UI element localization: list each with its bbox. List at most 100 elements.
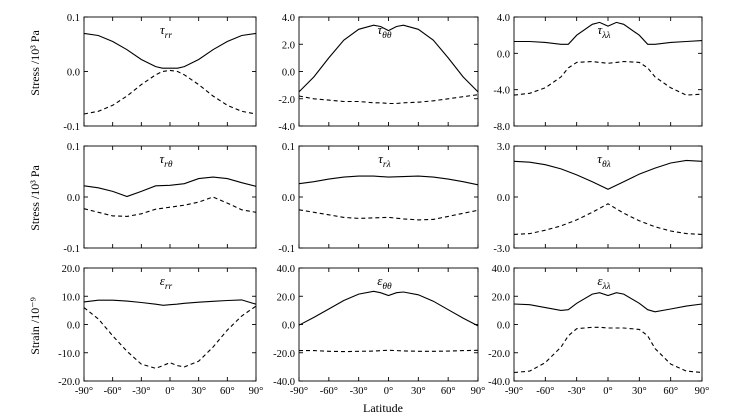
y-tick-label: -20.0	[488, 349, 510, 360]
y-tick-label: 0.0	[282, 68, 295, 79]
panel-title: εrr	[160, 273, 173, 292]
series-dashed-line	[513, 326, 703, 374]
y-tick-label: 0.1	[67, 13, 80, 24]
x-tick-label: 90°	[471, 386, 486, 397]
y-tick-label: -40.0	[488, 377, 510, 388]
panel-title-subscript: rθ	[164, 160, 173, 170]
y-tick-label: 0.0	[67, 321, 80, 332]
x-axis-label: Latitude	[363, 401, 403, 415]
panel-title-symbol: ε	[597, 273, 603, 288]
panel-title-subscript: λλ	[601, 31, 610, 41]
panel-title-subscript: rλ	[383, 160, 391, 170]
y-tick-label: 40.0	[277, 264, 295, 275]
panel-tau-ll: 4.0 0.0 -4.0 -8.0 τλλ	[493, 13, 703, 133]
y-tick-label: 0.0	[67, 68, 80, 79]
series-dashed-line	[83, 196, 257, 217]
y-tick-label: 20.0	[62, 264, 80, 275]
y-tick-label: -3.0	[493, 244, 510, 255]
x-tick-label: 0°	[603, 386, 612, 397]
y-tick-label: 0.0	[497, 49, 510, 60]
panel-title-subscript: rr	[165, 31, 173, 41]
panel-title-subscript: θθ	[382, 31, 392, 41]
y-tick-label: 4.0	[282, 13, 295, 24]
y-tick-label: -0.1	[63, 244, 80, 255]
series-solid-line	[513, 292, 703, 313]
series-dashed-line	[83, 69, 257, 115]
row-ylabel-2: Stress /10³ Pa	[28, 165, 42, 231]
series-dashed-line	[299, 349, 479, 353]
y-tick-label: 2.0	[282, 40, 295, 51]
series-solid-line	[83, 32, 257, 69]
series-dashed-line	[513, 60, 703, 96]
y-tick-label: 0.0	[282, 193, 295, 204]
x-tick-label: -60°	[104, 386, 122, 397]
y-tick-label: 20.0	[492, 292, 510, 303]
x-tick-label: 30°	[191, 386, 206, 397]
y-tick-label: 0.0	[67, 193, 80, 204]
panel-title: τrr	[160, 22, 172, 41]
x-tick-label: -90°	[290, 386, 308, 397]
series-solid-line	[298, 24, 479, 93]
y-tick-label: -20.0	[273, 349, 295, 360]
x-tick-label: 0°	[384, 386, 393, 397]
panel-title: εθθ	[377, 273, 392, 292]
y-tick-label: -8.0	[493, 122, 510, 133]
y-tick-label: 0.0	[497, 193, 510, 204]
y-tick-label: -4.0	[493, 86, 510, 97]
y-tick-label: -4.0	[278, 122, 295, 133]
y-tick-label: 10.0	[62, 292, 80, 303]
x-tick-label: 60°	[663, 386, 678, 397]
panel-title-subscript: rr	[165, 282, 173, 292]
y-tick-label: 0.1	[67, 142, 80, 153]
series-dashed-line	[83, 305, 257, 369]
panel-title: τrλ	[378, 151, 390, 170]
panel-title-symbol: τ	[159, 151, 165, 166]
x-tick-label: -60°	[320, 386, 338, 397]
panel-title-symbol: τ	[598, 22, 604, 37]
panel-title-symbol: τ	[378, 151, 384, 166]
x-tick-label: -30°	[132, 386, 150, 397]
row-ylabel-3: Strain /10⁻⁹	[28, 297, 42, 355]
x-tick-label: -90°	[505, 386, 523, 397]
series-dashed-line	[513, 203, 703, 235]
panel-title-symbol: τ	[160, 22, 166, 37]
panel-tau-rth: 0.1 0.0 -0.1 τrθ	[63, 142, 257, 255]
y-tick-label: -0.1	[63, 122, 80, 133]
series-solid-line	[298, 175, 479, 186]
series-solid-line	[83, 176, 257, 198]
y-tick-label: -20.0	[58, 377, 80, 388]
y-tick-label: 0.0	[497, 321, 510, 332]
series-dashed-line	[298, 94, 479, 105]
panel-title: ελλ	[597, 273, 610, 292]
panel-title-symbol: ε	[160, 273, 166, 288]
y-tick-label: -10.0	[58, 349, 80, 360]
panel-title: τrθ	[159, 151, 172, 170]
series-dashed-line	[298, 209, 479, 221]
panel-eps-ll: 40.0 20.0 0.0 -20.0 -40.0-90° -60° -30° 0° 30° 60…	[488, 264, 709, 397]
panel-title-symbol: τ	[378, 22, 384, 37]
panel-title-subscript: θθ	[382, 282, 392, 292]
series-solid-line	[83, 299, 257, 306]
y-tick-label: 20.0	[277, 292, 295, 303]
panel-title: τλλ	[598, 22, 611, 41]
panel-tau-rr: 0.1 0.0 -0.1 τrr	[63, 13, 257, 133]
panel-tau-thl: 3.0 0.0 -3.0 τθλ	[493, 142, 703, 255]
y-tick-label: 3.0	[497, 142, 510, 153]
series-solid-line	[513, 159, 703, 190]
y-tick-label: -2.0	[278, 95, 295, 106]
panel-eps-thth: 40.0 20.0 0.0 -20.0 -40.0-90° -60° -30° 0° 30° 60…	[273, 264, 485, 397]
y-tick-label: -0.1	[278, 244, 295, 255]
panels-group: 0.10.0-0.1τrr4.02.00.0-2.0-4.0τθθ4.00.0-…	[58, 13, 709, 397]
x-tick-label: -30°	[350, 386, 368, 397]
row-ylabel-1: Stress /10³ Pa	[28, 30, 42, 96]
x-tick-label: -30°	[568, 386, 586, 397]
panel-title-symbol: ε	[377, 273, 383, 288]
series-solid-line	[298, 290, 479, 327]
panel-eps-rr: 20.0 10.0 0.0 -10.0 -20.0-90° -60° -30° 0° 30° 60…	[58, 264, 263, 397]
panel-title: τθθ	[378, 22, 392, 41]
panel-tau-rl: 0.1 0.0 -0.1 τrλ	[278, 142, 479, 255]
y-tick-label: 0.0	[282, 321, 295, 332]
y-tick-label: 40.0	[492, 264, 510, 275]
x-tick-label: 30°	[411, 386, 426, 397]
